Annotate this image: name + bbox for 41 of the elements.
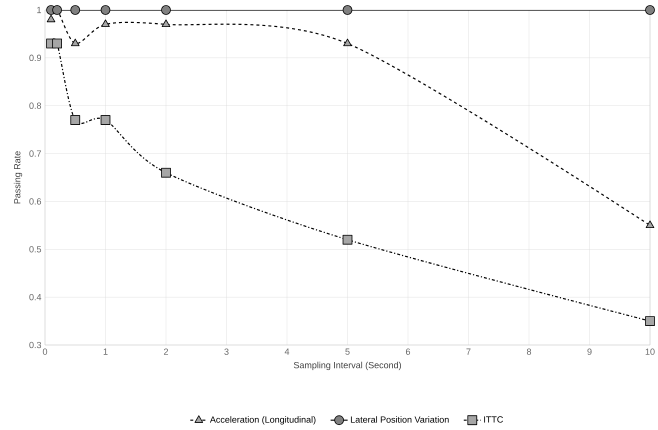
x-tick-label: 6 bbox=[406, 348, 410, 355]
point bbox=[100, 115, 110, 125]
point bbox=[70, 115, 80, 125]
x-tick-label: 3 bbox=[224, 348, 229, 355]
point bbox=[46, 14, 56, 22]
x-tick-label: 1 bbox=[104, 348, 108, 355]
point bbox=[52, 38, 62, 48]
point bbox=[161, 5, 171, 15]
x-tick-label: 5 bbox=[345, 348, 350, 355]
y-axis-title: Passing Rate bbox=[14, 151, 22, 204]
point bbox=[161, 168, 171, 178]
point bbox=[162, 19, 170, 27]
point bbox=[70, 38, 80, 46]
x-axis-title: Sampling Interval (Second) bbox=[294, 362, 402, 370]
x-tick-label: 0 bbox=[42, 348, 48, 355]
x-tick-label: 9 bbox=[587, 348, 592, 355]
y-tick-label: 0.7 bbox=[29, 150, 42, 157]
y-tick-label: 0.3 bbox=[29, 342, 42, 348]
y-tick-label: 0.9 bbox=[29, 54, 42, 62]
point bbox=[645, 5, 655, 15]
point bbox=[342, 234, 352, 245]
point bbox=[645, 316, 655, 326]
legend-label: ITTC bbox=[484, 416, 503, 423]
x-tick-label: 10 bbox=[646, 348, 655, 355]
point bbox=[342, 5, 352, 15]
legend-label: Acceleration (Longitudinal) bbox=[210, 416, 316, 425]
y-tick-label: 1 bbox=[37, 6, 42, 14]
point bbox=[343, 38, 352, 46]
y-tick-label: 0.5 bbox=[29, 246, 42, 252]
point bbox=[101, 19, 110, 27]
point bbox=[100, 5, 110, 15]
point bbox=[70, 5, 80, 15]
x-tick-label: 4 bbox=[284, 348, 290, 355]
point bbox=[646, 220, 654, 228]
x-tick-label: 8 bbox=[526, 348, 532, 355]
y-tick-label: 0.8 bbox=[29, 102, 42, 109]
y-tick-label: 0.6 bbox=[29, 198, 42, 205]
legend-label: Lateral Position Variation bbox=[350, 416, 449, 423]
x-tick-label: 2 bbox=[164, 348, 168, 355]
y-tick-label: 0.4 bbox=[29, 294, 42, 300]
x-tick-label: 7 bbox=[466, 348, 471, 355]
